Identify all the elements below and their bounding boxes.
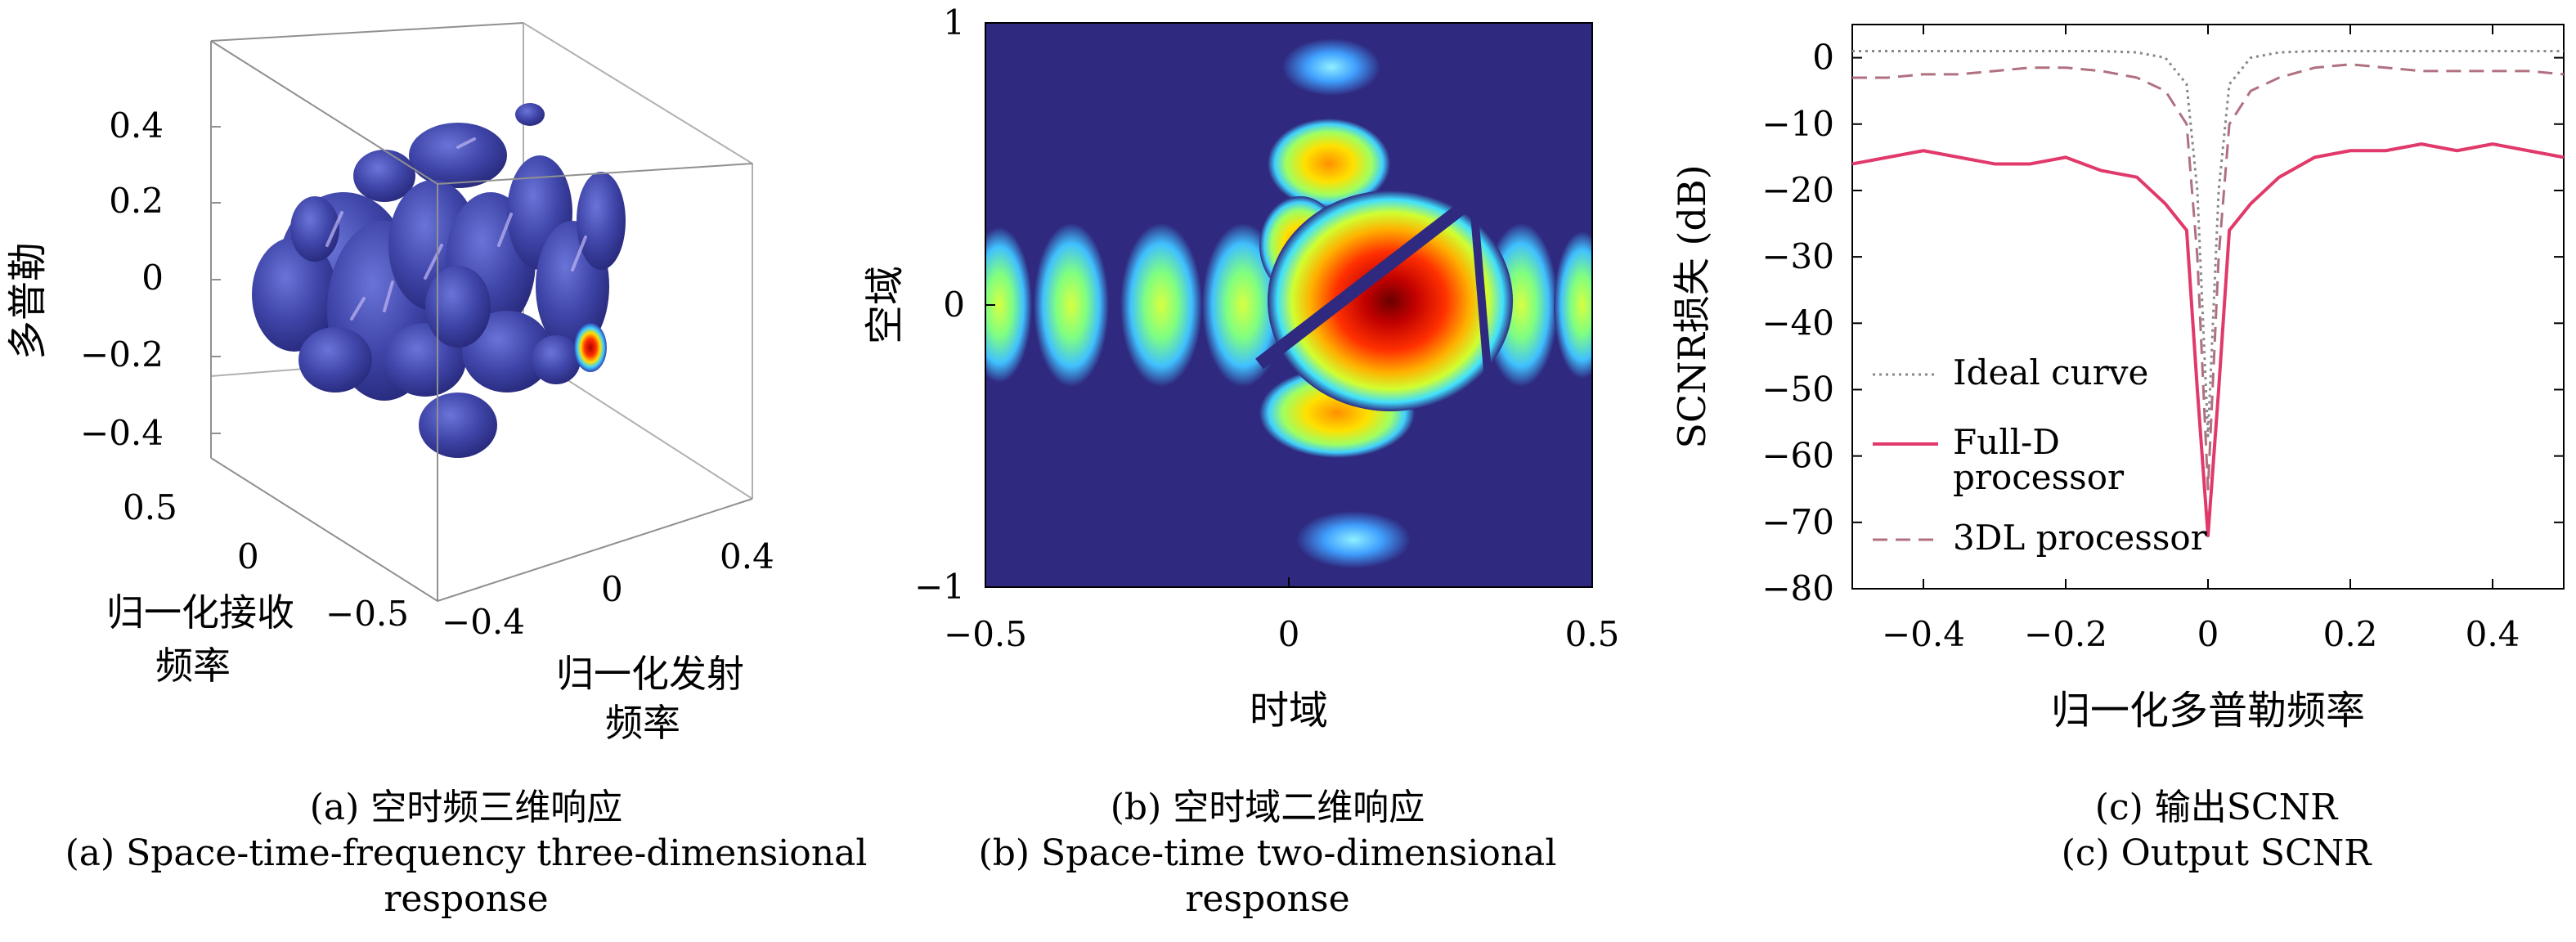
recv-tick-label: 0: [237, 536, 259, 576]
caption-b-en-2: response: [1185, 878, 1350, 920]
panel-a-peak: [574, 323, 607, 372]
panel-a-recv-ticks: 0.5 0 −0.5: [123, 487, 409, 634]
panel-c-scnr-chart: −0.4 −0.2 0 0.2 0.4 0 −10 −20 −30 −40 −50 −60 −70 −80…: [1670, 24, 2565, 733]
y-tick-label: 0: [1812, 38, 1834, 78]
tx-label-line1: 归一化发射: [556, 652, 744, 696]
panel-a-tx-ticks: −0.4 0 0.4: [442, 536, 774, 642]
x-tick-label: −0.5: [944, 614, 1027, 654]
panel-a-isosurface: [252, 103, 626, 458]
caption-b-cn: (b) 空时域二维响应: [1110, 787, 1425, 828]
panel-c-series: [1851, 49, 2565, 538]
panel-b-y-ticks: 1 0 −1: [914, 2, 965, 607]
caption-c-en: (c) Output SCNR: [2061, 832, 2372, 874]
legend-label: Ideal curve: [1953, 352, 2148, 392]
y-tick-label: −20: [1761, 170, 1834, 210]
y-tick-label: −60: [1761, 436, 1834, 476]
panel-a-z-ticks: 0.4 0.2 0 −0.2 −0.4: [80, 105, 164, 453]
series-line: [1851, 142, 2565, 538]
figure-canvas: 0.4 0.2 0 −0.2 −0.4 多普勒 0.5 0 −0.5 归一化接收…: [5, 2, 2565, 745]
x-tick-label: 0.5: [1565, 614, 1620, 654]
recv-label-line2: 频率: [155, 644, 231, 688]
legend-label: processor: [1953, 457, 2125, 497]
y-tick-label: −10: [1761, 104, 1834, 144]
panel-a-3d-response: 0.4 0.2 0 −0.2 −0.4 多普勒 0.5 0 −0.5 归一化接收…: [5, 22, 774, 745]
z-tick-label: 0.2: [109, 181, 164, 221]
legend-label: 3DL processor: [1953, 518, 2208, 558]
caption-b: (b) 空时域二维响应 (b) Space-time two-dimension…: [900, 785, 1636, 922]
legend-label: Full-D: [1953, 422, 2060, 462]
panel-a-box-front: [210, 22, 753, 603]
z-tick-label: 0: [141, 258, 164, 298]
panel-b-heatmap: −0.5 0 0.5 1 0 −1 时域 空域: [862, 2, 1619, 733]
panel-a-zlabel: 多普勒: [5, 242, 51, 360]
caption-b-en-1: (b) Space-time two-dimensional: [978, 832, 1557, 874]
recv-tick-label: 0.5: [123, 487, 177, 527]
tx-label-line2: 频率: [605, 701, 680, 745]
caption-c-cn: (c) 输出SCNR: [2094, 787, 2338, 828]
x-tick-label: 0.4: [2466, 614, 2520, 654]
series-line: [1852, 63, 2565, 491]
x-tick-label: 0: [2197, 614, 2219, 654]
z-tick-label: 0.4: [109, 105, 164, 146]
y-tick-label: −50: [1761, 369, 1834, 409]
y-tick-label: −80: [1761, 568, 1834, 608]
recv-label-line1: 归一化接收: [106, 590, 294, 635]
y-tick-label: −1: [914, 567, 965, 607]
z-tick-label: −0.2: [80, 334, 164, 375]
panel-c-ticks: −0.4 −0.2 0 0.2 0.4 0 −10 −20 −30 −40 −50 −60 −70 −80: [1761, 25, 2564, 654]
tx-tick-label: −0.4: [442, 602, 525, 642]
panel-c-xlabel: 归一化多普勒频率: [2051, 688, 2365, 733]
y-tick-label: −40: [1761, 303, 1834, 343]
y-tick-label: −30: [1761, 236, 1834, 276]
tx-tick-label: 0: [601, 569, 623, 609]
caption-a-en-2: response: [384, 878, 549, 920]
panel-b-tickmarks: [985, 22, 1593, 588]
y-tick-label: 0: [943, 285, 965, 325]
series-line: [1852, 49, 2564, 437]
panel-a-tx-label: 归一化发射 频率: [556, 652, 744, 745]
x-tick-label: 0: [1278, 614, 1300, 654]
caption-c: (c) 输出SCNR (c) Output SCNR: [1881, 785, 2551, 877]
y-tick-label: −70: [1761, 502, 1834, 542]
panel-c-ylabel: SCNR损失 (dB): [1670, 164, 1714, 448]
recv-tick-label: −0.5: [325, 594, 409, 634]
panel-b-ylabel: 空域: [862, 266, 908, 344]
x-tick-label: 0.2: [2323, 614, 2378, 654]
y-tick-label: 1: [943, 2, 965, 43]
z-tick-label: −0.4: [80, 413, 164, 453]
x-tick-label: −0.4: [1882, 614, 1965, 654]
x-tick-label: −0.2: [2024, 614, 2107, 654]
heatmap-field: [985, 38, 1592, 568]
panel-a-z-tickmarks: [211, 126, 221, 434]
panel-a-recv-label: 归一化接收 频率: [106, 590, 294, 688]
tx-tick-label: 0.4: [720, 536, 774, 576]
caption-a-cn: (a) 空时频三维响应: [309, 787, 623, 828]
plot-area: [1851, 24, 2565, 590]
panel-b-x-ticks: −0.5 0 0.5: [944, 614, 1619, 654]
caption-a-en-1: (a) Space-time-frequency three-dimension…: [65, 832, 868, 874]
caption-a: (a) 空时频三维响应 (a) Space-time-frequency thr…: [33, 785, 900, 922]
panel-b-xlabel: 时域: [1250, 688, 1328, 733]
